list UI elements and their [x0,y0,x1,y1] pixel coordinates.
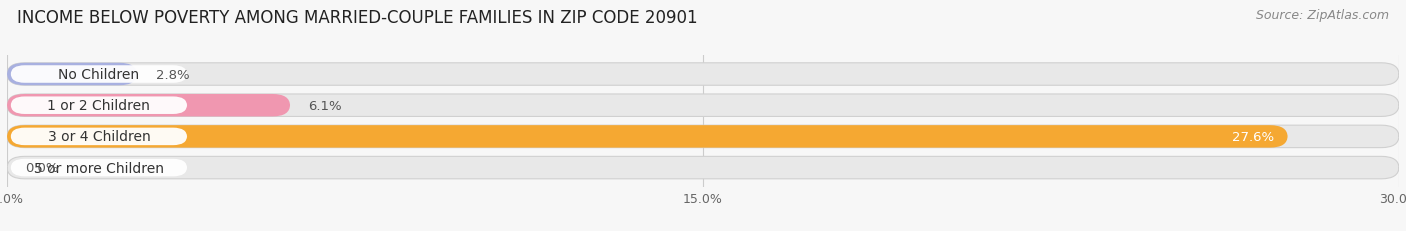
FancyBboxPatch shape [11,66,187,83]
FancyBboxPatch shape [11,128,187,146]
Text: 2.8%: 2.8% [156,68,190,81]
FancyBboxPatch shape [7,94,290,117]
Text: 5 or more Children: 5 or more Children [34,161,165,175]
Text: 27.6%: 27.6% [1232,130,1274,143]
Text: 6.1%: 6.1% [309,99,342,112]
FancyBboxPatch shape [7,126,1399,148]
FancyBboxPatch shape [11,97,187,115]
FancyBboxPatch shape [7,157,1399,179]
Text: INCOME BELOW POVERTY AMONG MARRIED-COUPLE FAMILIES IN ZIP CODE 20901: INCOME BELOW POVERTY AMONG MARRIED-COUPL… [17,9,697,27]
FancyBboxPatch shape [7,94,1399,117]
FancyBboxPatch shape [7,64,1399,86]
Text: 3 or 4 Children: 3 or 4 Children [48,130,150,144]
Text: 0.0%: 0.0% [25,161,59,174]
FancyBboxPatch shape [7,64,136,86]
FancyBboxPatch shape [7,126,1288,148]
FancyBboxPatch shape [11,159,187,176]
Text: No Children: No Children [58,68,139,82]
Text: 1 or 2 Children: 1 or 2 Children [48,99,150,113]
Text: Source: ZipAtlas.com: Source: ZipAtlas.com [1256,9,1389,22]
